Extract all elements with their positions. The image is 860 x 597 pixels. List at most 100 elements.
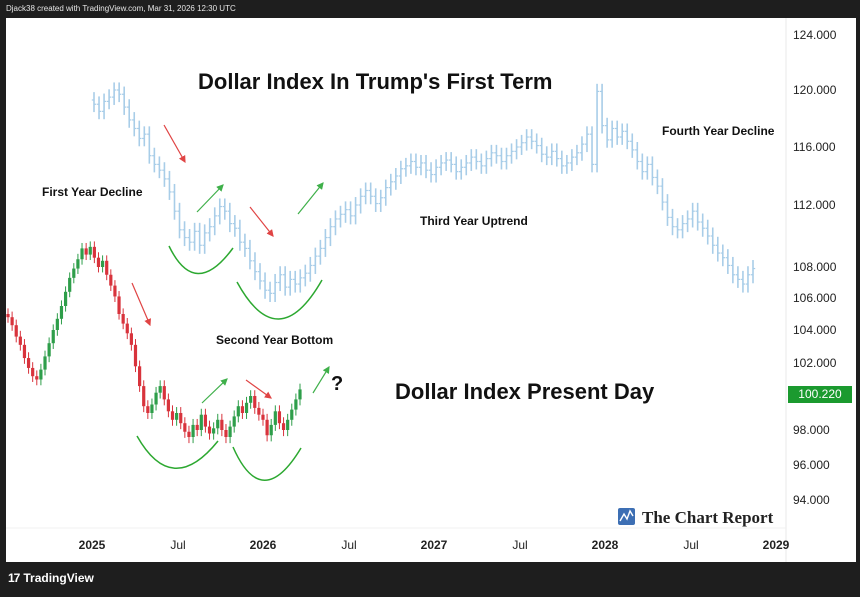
price-chart: Dollar Index In Trump's First Term Dolla…	[6, 18, 852, 562]
first-term-bar	[680, 215, 685, 239]
chart-report-logo-icon	[618, 508, 635, 525]
first-term-bar	[539, 137, 544, 163]
time-tick-label: 2029	[763, 538, 790, 552]
present-day-candle	[249, 390, 253, 409]
first-term-bar	[514, 139, 519, 160]
price-tick-label: 108.000	[793, 260, 837, 274]
first-term-bar	[529, 129, 534, 150]
present-day-candle	[31, 362, 35, 382]
present-day-series	[6, 241, 302, 444]
first-term-bar	[308, 256, 313, 282]
first-term-bar	[554, 143, 560, 167]
first-term-bar	[418, 154, 424, 176]
first-term-bar	[393, 168, 399, 190]
present-day-candle	[158, 380, 162, 399]
present-day-candle	[117, 291, 121, 320]
present-day-candle	[228, 420, 232, 444]
present-day-candle	[138, 360, 142, 392]
first-term-bar	[373, 188, 378, 212]
first-term-bar	[383, 179, 388, 206]
present-day-candle	[109, 269, 113, 292]
present-day-candle	[179, 407, 183, 430]
price-tick-label: 120.000	[793, 83, 837, 97]
present-day-candle	[92, 241, 96, 264]
down-arrow-4	[245, 379, 272, 399]
first-term-bar	[348, 201, 353, 225]
present-day-candle	[195, 418, 199, 437]
annotation-second-year: Second Year Bottom	[216, 333, 333, 347]
first-term-bar	[368, 182, 373, 205]
first-term-bar	[715, 236, 720, 262]
first-term-bar	[212, 207, 217, 236]
time-tick-label: Jul	[341, 538, 356, 552]
first-term-bar	[544, 146, 549, 166]
present-day-candle	[298, 383, 302, 406]
present-day-candle	[10, 311, 14, 331]
first-term-bar	[378, 189, 383, 212]
first-term-bar	[247, 239, 253, 270]
first-term-bar	[121, 86, 127, 115]
first-term-bar	[142, 126, 147, 147]
present-day-candle	[170, 405, 175, 426]
first-term-bar	[740, 270, 746, 293]
first-term-bar	[187, 229, 192, 251]
first-term-bar	[630, 133, 635, 158]
first-term-bar	[438, 154, 444, 176]
present-day-candle	[187, 425, 191, 444]
price-tick-label: 102.000	[793, 356, 837, 370]
first-term-bar	[363, 182, 368, 205]
present-bottom-arc-2	[232, 446, 302, 481]
first-term-bar	[655, 169, 660, 195]
present-day-candle	[22, 339, 27, 364]
first-term-bar	[167, 170, 172, 200]
present-day-candle	[183, 417, 187, 438]
present-day-candle	[125, 318, 129, 340]
present-day-candle	[261, 408, 265, 426]
last-price-tag	[788, 386, 852, 403]
first-term-bar	[207, 218, 212, 242]
present-day-candle	[68, 272, 72, 298]
present-day-candle	[146, 400, 150, 419]
first-term-bar	[177, 202, 182, 239]
first-term-bar	[650, 156, 655, 186]
chart-panel[interactable]: Dollar Index In Trump's First Term Dolla…	[6, 18, 856, 562]
first-term-bar	[504, 147, 509, 170]
first-term-bar	[519, 134, 524, 155]
first-term-bar	[277, 266, 283, 292]
present-bottom-arc-1	[136, 435, 219, 469]
first-term-bar	[262, 272, 268, 299]
tradingview-brand[interactable]: 17 TradingView	[8, 571, 94, 585]
first-term-bar	[413, 153, 419, 176]
down-arrow-2	[249, 206, 274, 237]
first-term-bar	[137, 120, 142, 147]
annotation-third-year: Third Year Uptrend	[420, 214, 528, 228]
first-term-bar	[111, 82, 117, 105]
time-axis[interactable]: 2025 Jul 2026 Jul 2027 Jul 2028 Jul 2029	[79, 538, 790, 552]
first-term-bar	[91, 92, 97, 113]
first-term-bar	[720, 244, 726, 267]
first-term-bar	[464, 154, 469, 176]
present-day-candle	[240, 400, 245, 419]
first-term-bar	[705, 219, 710, 245]
first-term-bar	[534, 133, 539, 154]
first-term-bar	[323, 229, 328, 257]
present-day-candle	[105, 255, 109, 281]
up-arrow-2	[297, 182, 324, 215]
first-term-bar	[604, 117, 610, 148]
first-term-bar	[192, 222, 197, 251]
first-term-bar	[403, 157, 409, 177]
present-day-candle	[212, 422, 216, 440]
first-term-bar	[157, 156, 162, 179]
first-term-bar	[282, 266, 288, 296]
down-arrow-1	[163, 124, 186, 164]
first-term-bar	[428, 162, 434, 183]
price-axis[interactable]: 124.000 120.000 116.000 112.000 108.000 106.0…	[793, 28, 837, 507]
first-term-bar	[147, 126, 152, 164]
first-term-bar	[730, 256, 736, 284]
first-term-bar	[549, 143, 554, 166]
first-term-bar	[620, 123, 625, 145]
first-term-bar	[670, 208, 675, 236]
first-term-bar	[645, 156, 650, 180]
chart-title: Dollar Index In Trump's First Term	[198, 69, 552, 94]
first-term-bar	[579, 136, 585, 161]
